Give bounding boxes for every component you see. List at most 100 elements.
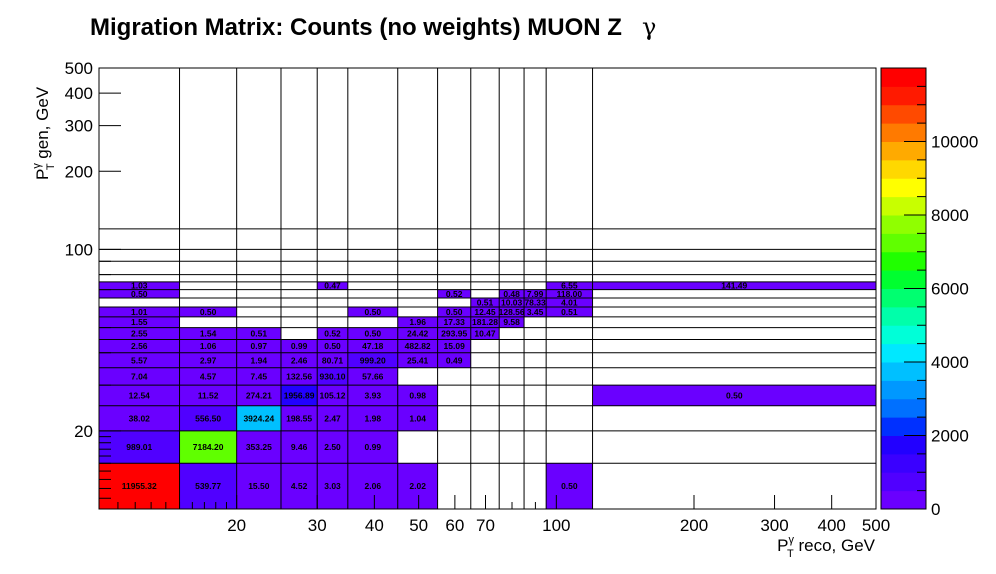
colorbar-tick-label: 2000 <box>931 427 969 446</box>
cell-value-label: 10.03 <box>501 298 523 308</box>
cell-value-label: 1.98 <box>365 413 382 423</box>
cell-value-label: 1.06 <box>200 341 217 351</box>
heatmap-cell <box>524 289 547 298</box>
cell-value-label: 999.20 <box>360 355 386 365</box>
colorbar-segment <box>881 196 926 216</box>
cell-value-label: 47.18 <box>362 341 384 351</box>
heatmap-cell <box>470 327 500 340</box>
heatmap-cell <box>179 307 237 317</box>
cell-value-labels: 11955.32 539.77 15.50 4.52 3.03 2.06 2.02 0.50 9… <box>122 281 748 491</box>
heatmap-cell <box>470 316 500 328</box>
cell-value-label: 0.51 <box>251 329 268 339</box>
heatmap-cell <box>546 463 593 509</box>
colorbar-segment <box>881 215 926 234</box>
cell-value-label: 0.48 <box>503 289 520 299</box>
cell-value-label: 556.50 <box>195 413 221 423</box>
heatmap-cell <box>397 405 438 431</box>
cell-value-label: 7.04 <box>131 371 148 381</box>
y-tick-label: 100 <box>65 240 93 259</box>
heatmap-cell <box>347 352 398 368</box>
cell-value-label: 24.42 <box>407 329 429 339</box>
cell-value-label: 9.46 <box>291 442 308 452</box>
heatmap-cell <box>347 327 398 340</box>
cell-value-label: 15.50 <box>248 481 270 491</box>
heatmap-cell <box>179 385 237 406</box>
heatmap-cell <box>347 463 398 509</box>
cell-value-label: 0.51 <box>561 307 578 317</box>
heatmap-cell <box>347 339 398 353</box>
heatmap-cell <box>236 352 281 368</box>
cell-value-label: 128.56 <box>499 307 525 317</box>
heatmap-cell <box>546 307 593 317</box>
heatmap-cell <box>546 289 593 298</box>
colorbar-tick-label: 0 <box>931 500 940 519</box>
heatmap-cell <box>397 463 438 509</box>
cell-value-label: 2.55 <box>131 329 148 339</box>
heatmap-cell <box>99 463 180 509</box>
cell-value-label: 0.50 <box>200 307 217 317</box>
heatmap-cell <box>397 339 438 353</box>
cell-value-label: 132.56 <box>286 371 312 381</box>
cell-value-label: 6.55 <box>561 281 578 291</box>
colorbar-segment <box>881 178 926 198</box>
colorbar-segment <box>881 270 926 289</box>
y-tick-label: 400 <box>65 84 93 103</box>
colorbar-tick-label: 4000 <box>931 353 969 372</box>
heatmap-cell <box>499 297 525 308</box>
colorbar-segment <box>881 362 926 381</box>
cell-value-label: 1.96 <box>409 317 426 327</box>
heatmap-cell <box>280 339 318 353</box>
heatmap-cell <box>524 297 547 308</box>
colorbar-segment <box>881 472 926 492</box>
heatmap-cell <box>236 405 281 431</box>
heatmap-cell <box>99 316 180 328</box>
heatmap-cell <box>347 430 398 464</box>
heatmap-cell <box>317 405 348 431</box>
cell-value-label: 118.00 <box>557 289 583 299</box>
y-axis: 20 100 200 300 400 500 <box>65 59 121 499</box>
heatmap-cell <box>592 385 876 406</box>
cell-value-label: 0.50 <box>561 481 578 491</box>
cell-value-label: 1.01 <box>131 307 148 317</box>
x-tick-label: 200 <box>680 516 708 535</box>
y-axis-title: Pγ T gen, GeV <box>31 86 57 180</box>
cell-value-label: 4.01 <box>561 298 578 308</box>
colorbar-segment <box>881 490 926 510</box>
colorbar-segment <box>881 380 926 400</box>
colorbar-tick-label: 8000 <box>931 206 969 225</box>
heatmap-cell <box>236 339 281 353</box>
heatmap-cell <box>179 327 237 340</box>
heatmap-cell <box>179 352 237 368</box>
cell-value-label: 539.77 <box>195 481 221 491</box>
heatmap-cell <box>280 405 318 431</box>
heatmap-cell <box>317 352 348 368</box>
x-tick-label: 100 <box>542 516 570 535</box>
y-tick-label: 200 <box>65 162 93 181</box>
cell-value-label: 198.55 <box>286 413 312 423</box>
cell-value-label: 0.98 <box>409 390 426 400</box>
heatmap-cell <box>236 367 281 386</box>
cell-value-label: 2.06 <box>365 481 382 491</box>
heatmap-cells <box>99 281 876 509</box>
colorbar-segment <box>881 288 926 308</box>
cell-value-label: 57.66 <box>362 371 384 381</box>
cell-value-label: 5.57 <box>131 355 148 365</box>
heatmap-cell <box>499 307 525 317</box>
heatmap-cell <box>437 289 471 298</box>
heatmap-cell <box>236 430 281 464</box>
cell-value-label: 0.52 <box>446 289 463 299</box>
cell-value-label: 0.47 <box>324 281 341 291</box>
cell-value-label: 0.52 <box>324 329 341 339</box>
colorbar-segment <box>881 86 926 106</box>
heatmap-cell <box>470 297 500 308</box>
cell-value-label: 7184.20 <box>193 442 224 452</box>
y-tick-label: 20 <box>74 422 93 441</box>
heatmap-cell <box>236 463 281 509</box>
heatmap-cell <box>437 339 471 353</box>
cell-value-label: 1.54 <box>200 329 217 339</box>
cell-value-label: 293.95 <box>441 329 467 339</box>
colorbar-segment <box>881 251 926 271</box>
cell-value-label: 10.47 <box>474 329 496 339</box>
cell-value-label: 12.45 <box>474 307 496 317</box>
